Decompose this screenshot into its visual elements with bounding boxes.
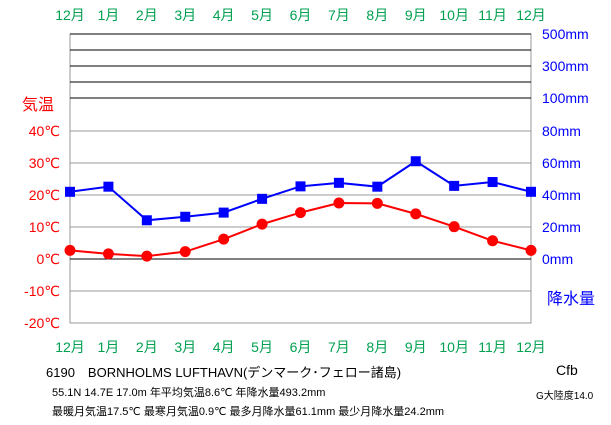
month-label-bottom: 9月 bbox=[405, 339, 427, 355]
temperature-tick: 20℃ bbox=[29, 187, 60, 203]
precipitation-tick: 20mm bbox=[542, 219, 581, 235]
month-label-top: 11月 bbox=[478, 7, 507, 23]
temperature-point bbox=[141, 250, 153, 262]
precipitation-tick: 80mm bbox=[542, 123, 581, 139]
temperature-point bbox=[64, 244, 76, 256]
month-label-bottom: 4月 bbox=[213, 339, 235, 355]
precipitation-axis-title: 降水量 bbox=[547, 290, 595, 308]
temperature-point bbox=[371, 197, 383, 209]
month-label-top: 5月 bbox=[251, 7, 273, 23]
precipitation-tick: 100mm bbox=[542, 90, 589, 106]
temperature-tick: 10℃ bbox=[29, 219, 60, 235]
month-label-bottom: 1月 bbox=[98, 339, 120, 355]
temperature-point bbox=[448, 221, 460, 233]
month-label-bottom: 12月 bbox=[55, 339, 85, 355]
precipitation-point bbox=[295, 181, 306, 192]
continentality-index: G大陸度14.0 bbox=[536, 391, 594, 402]
koppen-classification: Cfb bbox=[556, 362, 578, 378]
month-label-bottom: 5月 bbox=[251, 339, 273, 355]
month-label-top: 7月 bbox=[328, 7, 350, 23]
precipitation-point bbox=[257, 193, 268, 204]
precipitation-tick: 0mm bbox=[542, 251, 573, 267]
month-label-top: 8月 bbox=[366, 7, 388, 23]
monthly-extremes: 最暖月気温17.5℃ 最寒月気温0.9℃ 最多月降水量61.1mm 最少月降水量… bbox=[52, 406, 445, 418]
precipitation-point bbox=[103, 181, 114, 192]
month-label-bottom: 8月 bbox=[366, 339, 388, 355]
month-label-top: 10月 bbox=[439, 7, 469, 23]
month-label-bottom: 2月 bbox=[136, 339, 158, 355]
temperature-point bbox=[525, 244, 537, 256]
month-label-bottom: 6月 bbox=[290, 339, 312, 355]
temperature-point bbox=[102, 248, 114, 260]
temperature-point bbox=[410, 208, 422, 220]
series bbox=[64, 156, 537, 262]
temperature-point bbox=[256, 218, 268, 230]
temperature-tick: -10℃ bbox=[24, 283, 60, 299]
precipitation-tick: 300mm bbox=[542, 58, 589, 74]
temperature-point bbox=[333, 197, 345, 209]
month-label-top: 6月 bbox=[290, 7, 312, 23]
precipitation-point bbox=[372, 181, 383, 192]
temperature-tick: 0℃ bbox=[36, 251, 60, 267]
precipitation-point bbox=[218, 207, 229, 218]
precipitation-tick: 60mm bbox=[542, 155, 581, 171]
plot-frame bbox=[69, 33, 532, 324]
temperature-tick: -20℃ bbox=[24, 315, 60, 331]
temperature-tick: 40℃ bbox=[29, 123, 60, 139]
climate-chart: 12月 12月 1月 1月 2月 2月 3月 3月 4月 4月 5月 5月 6月 6月 7月 7月 8月 8月 9月… bbox=[22, 7, 595, 355]
temperature-point bbox=[295, 207, 306, 219]
month-label-bottom: 10月 bbox=[439, 339, 469, 355]
month-label-top: 2月 bbox=[136, 7, 158, 23]
temperature-point bbox=[487, 235, 499, 247]
location-annual-stats: 55.1N 14.7E 17.0m 年平均気温8.6℃ 年降水量493.2mm bbox=[52, 387, 326, 399]
precipitation-point bbox=[180, 211, 191, 222]
month-label-top: 4月 bbox=[213, 7, 235, 23]
month-label-top: 3月 bbox=[174, 7, 196, 23]
temperature-point bbox=[218, 233, 230, 245]
month-label-top: 12月 bbox=[516, 7, 546, 23]
precipitation-tick: 500mm bbox=[542, 26, 589, 42]
precipitation-point bbox=[410, 156, 421, 167]
temperature-axis-title: 気温 bbox=[22, 96, 54, 114]
station-name: 6190 BORNHOLMS LUFTHAVN(デンマーク･フェロー諸島) bbox=[46, 365, 402, 380]
precipitation-point bbox=[526, 186, 536, 197]
grid bbox=[69, 33, 532, 324]
precipitation-point bbox=[333, 177, 344, 188]
precipitation-point bbox=[141, 215, 152, 226]
month-label-bottom: 11月 bbox=[478, 339, 507, 355]
temperature-point bbox=[179, 246, 191, 258]
precipitation-tick: 40mm bbox=[542, 187, 581, 203]
month-label-bottom: 3月 bbox=[174, 339, 196, 355]
month-label-bottom: 7月 bbox=[328, 339, 350, 355]
precipitation-point bbox=[65, 186, 75, 197]
precipitation-point bbox=[487, 177, 498, 188]
month-label-bottom: 12月 bbox=[516, 339, 546, 355]
month-label-top: 1月 bbox=[98, 7, 120, 23]
axes: 12月 12月 1月 1月 2月 2月 3月 3月 4月 4月 5月 5月 6月 6月 7月 7月 8月 8月 9月… bbox=[24, 7, 589, 355]
temperature-tick: 30℃ bbox=[29, 155, 60, 171]
precipitation-point bbox=[449, 180, 460, 191]
month-label-top: 9月 bbox=[405, 7, 427, 23]
month-label-top: 12月 bbox=[55, 7, 85, 23]
